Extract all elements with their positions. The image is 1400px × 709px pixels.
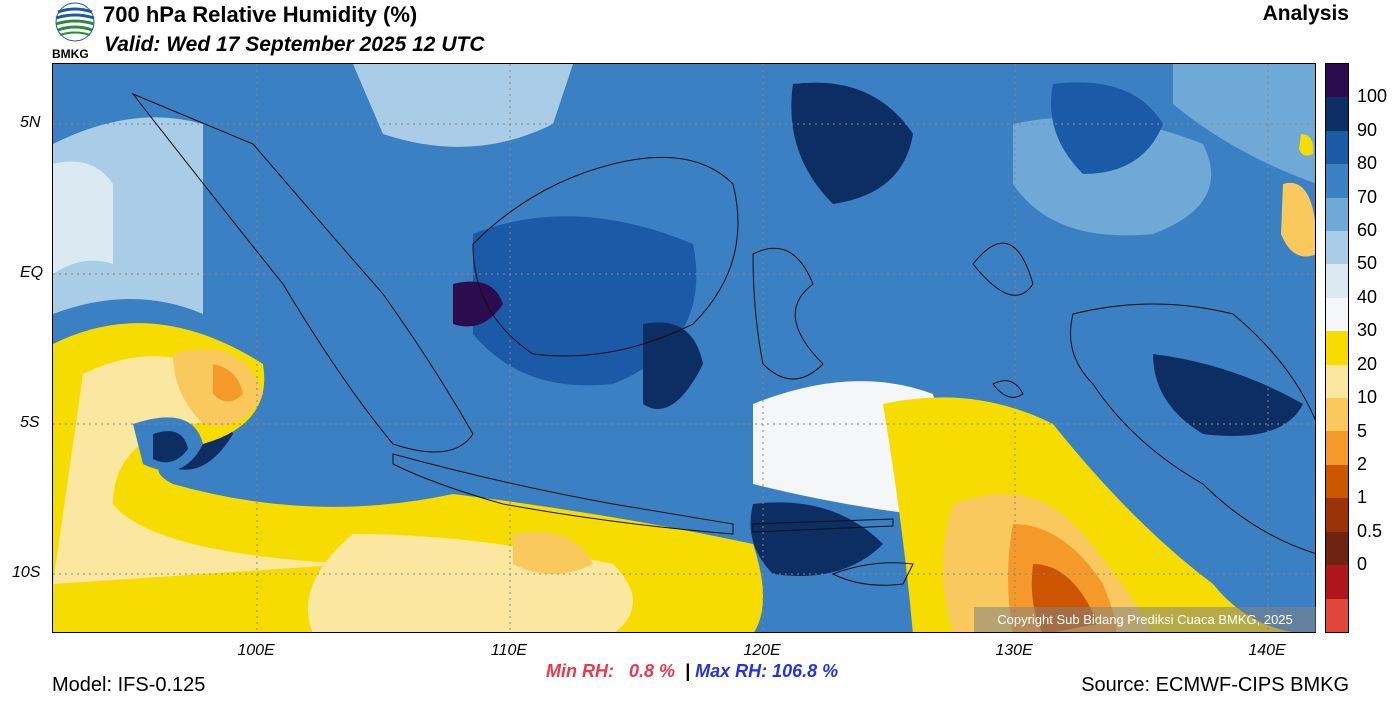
colorbar-segment	[1326, 264, 1348, 298]
model-label: Model: IFS-0.125	[52, 674, 206, 696]
min-max-rh: Min RH: 0.8 % | Max RH: 106.8 %	[546, 661, 838, 682]
colorbar-label: 0	[1357, 554, 1368, 575]
min-rh-value: 0.8 %	[629, 661, 676, 681]
lat-label-5n: 5N	[20, 114, 41, 131]
colorbar-segment	[1326, 197, 1348, 232]
colorbar-segment	[1326, 97, 1348, 131]
lon-label-140e: 140E	[1248, 642, 1286, 659]
colorbar-segment	[1326, 398, 1348, 432]
lon-label-120e: 120E	[743, 642, 781, 659]
colorbar-label: 30	[1357, 320, 1378, 341]
min-rh-label: Min RH:	[546, 661, 614, 681]
colorbar-segment	[1326, 297, 1348, 332]
colorbar-label: 5	[1357, 420, 1368, 441]
run-type-label: Analysis	[1262, 2, 1349, 25]
coastlines	[131, 92, 1315, 586]
valid-time: Valid: Wed 17 September 2025 12 UTC	[104, 33, 485, 56]
graticule	[53, 64, 1315, 632]
colorbar-label: 40	[1357, 286, 1378, 307]
colorbar-label: 20	[1357, 353, 1378, 374]
source-label: Source: ECMWF-CIPS BMKG	[1081, 674, 1349, 696]
colorbar-label: 80	[1357, 153, 1378, 174]
colorbar-segment	[1326, 130, 1348, 165]
colorbar-segment	[1326, 431, 1348, 465]
colorbar-label: 1	[1357, 487, 1368, 508]
colorbar-label: 0.5	[1357, 520, 1383, 541]
colorbar-label: 10	[1357, 387, 1378, 408]
rh-separator: |	[685, 661, 691, 681]
colorbar-segment	[1326, 464, 1348, 499]
colorbar	[1325, 63, 1349, 633]
colorbar-label: 60	[1357, 220, 1378, 241]
colorbar-label: 90	[1357, 119, 1378, 140]
colorbar-label: 50	[1357, 253, 1378, 274]
max-rh-label: Max RH:	[695, 661, 768, 681]
colorbar-segment	[1326, 598, 1348, 632]
colorbar-segment	[1326, 531, 1348, 566]
colorbar-segment	[1326, 364, 1348, 399]
humidity-map	[52, 63, 1316, 633]
humidity-field	[53, 64, 1315, 632]
colorbar-segment	[1326, 498, 1348, 532]
max-rh-value: 106.8 %	[772, 661, 839, 681]
colorbar-segment	[1326, 331, 1348, 365]
lon-label-130e: 130E	[995, 642, 1033, 659]
bmkg-logo: BMKG	[50, 2, 100, 61]
colorbar-segment	[1326, 164, 1348, 198]
colorbar-label: 2	[1357, 453, 1368, 474]
chart-title: 700 hPa Relative Humidity (%)	[103, 2, 418, 27]
colorbar-segment	[1326, 64, 1348, 98]
lat-label-10s: 10S	[12, 564, 41, 581]
colorbar-segment	[1326, 231, 1348, 265]
lat-label-eq: EQ	[20, 264, 44, 281]
colorbar-label: 100	[1357, 86, 1388, 107]
logo-text: BMKG	[52, 47, 89, 61]
lat-label-5s: 5S	[20, 414, 40, 431]
colorbar-label: 70	[1357, 186, 1378, 207]
colorbar-segment	[1326, 565, 1348, 599]
lon-label-100e: 100E	[237, 642, 275, 659]
lon-label-110e: 110E	[490, 642, 528, 659]
copyright-notice: Copyright Sub Bidang Prediksi Cuaca BMKG…	[974, 607, 1316, 632]
